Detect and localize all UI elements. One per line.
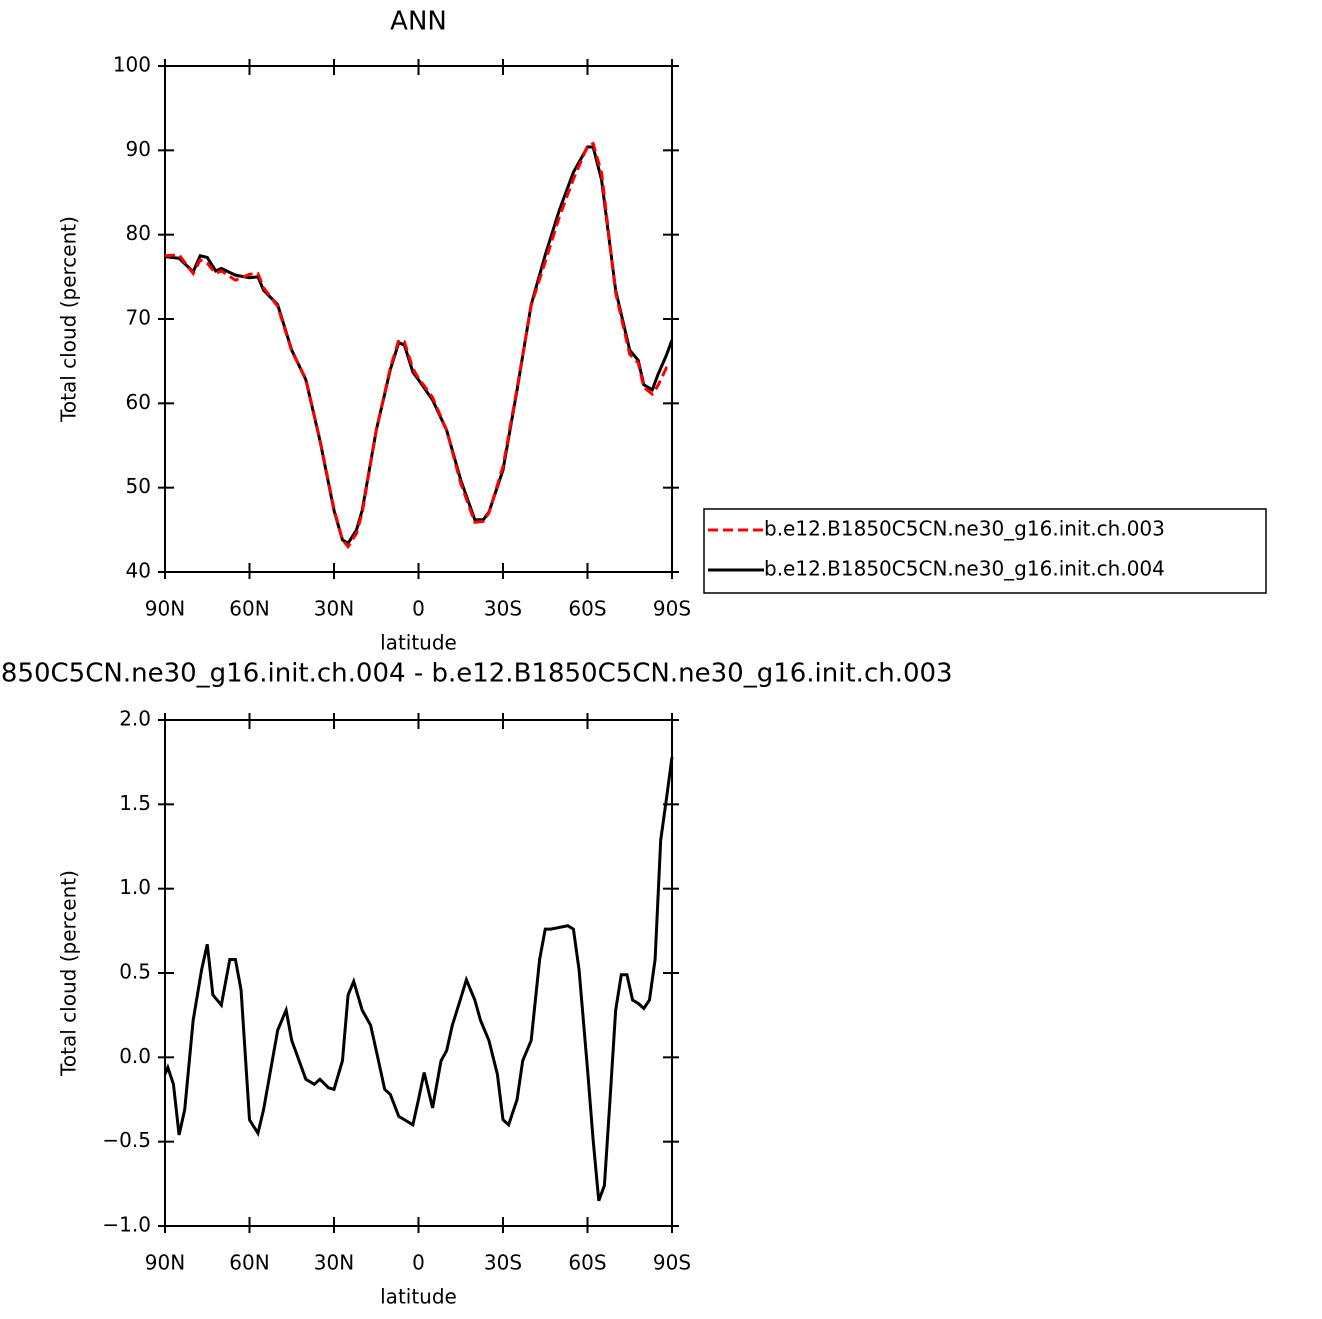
y-tick-label: 1.0 bbox=[119, 875, 151, 899]
x-tick-label: 60S bbox=[568, 1251, 606, 1275]
x-tick-label: 90N bbox=[145, 1251, 185, 1275]
plot-frame bbox=[164, 65, 673, 573]
x-tick-label: 90N bbox=[145, 597, 185, 621]
y-tick-label: −1.0 bbox=[102, 1213, 151, 1237]
y-axis-label: Total cloud (percent) bbox=[57, 870, 81, 1077]
x-axis-label: latitude bbox=[380, 1285, 457, 1309]
x-tick-label: 90S bbox=[653, 597, 691, 621]
legend-label: b.e12.B1850C5CN.ne30_g16.init.ch.004 bbox=[764, 557, 1165, 581]
x-tick-label: 30S bbox=[484, 597, 522, 621]
x-tick-label: 60N bbox=[229, 1251, 269, 1275]
x-tick-label: 90S bbox=[653, 1251, 691, 1275]
y-axis-label: Total cloud (percent) bbox=[57, 216, 81, 423]
data-line bbox=[164, 141, 673, 550]
x-tick-label: 30N bbox=[314, 597, 354, 621]
data-line bbox=[163, 756, 674, 1202]
x-axis-label: latitude bbox=[380, 631, 457, 655]
legend-label: b.e12.B1850C5CN.ne30_g16.init.ch.003 bbox=[764, 517, 1165, 541]
y-tick-label: 2.0 bbox=[119, 707, 151, 731]
y-tick-label: 90 bbox=[126, 137, 151, 161]
plot-frame bbox=[164, 719, 673, 1227]
legend-box bbox=[703, 508, 1267, 594]
y-tick-label: 70 bbox=[126, 306, 151, 330]
y-tick-label: 80 bbox=[126, 221, 151, 245]
y-tick-label: 1.5 bbox=[119, 791, 151, 815]
y-tick-label: 0.0 bbox=[119, 1044, 151, 1068]
y-tick-label: 50 bbox=[126, 474, 151, 498]
x-tick-label: 0 bbox=[412, 1251, 425, 1275]
y-tick-label: −0.5 bbox=[102, 1128, 151, 1152]
y-tick-label: 40 bbox=[126, 559, 151, 583]
chart-title: b.e12.B1850C5CN.ne30_g16.init.ch.004 - b… bbox=[0, 659, 953, 689]
x-tick-label: 30S bbox=[484, 1251, 522, 1275]
x-tick-label: 0 bbox=[412, 597, 425, 621]
data-line bbox=[164, 145, 674, 546]
chart-title: ANN bbox=[390, 7, 447, 37]
x-tick-label: 30N bbox=[314, 1251, 354, 1275]
y-tick-label: 0.5 bbox=[119, 960, 151, 984]
x-tick-label: 60S bbox=[568, 597, 606, 621]
y-tick-label: 100 bbox=[113, 53, 151, 77]
y-tick-label: 60 bbox=[126, 390, 151, 414]
x-tick-label: 60N bbox=[229, 597, 269, 621]
